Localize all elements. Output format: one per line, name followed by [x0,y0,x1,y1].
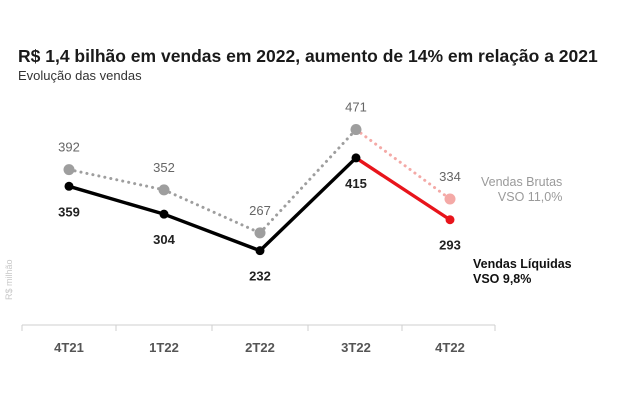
x-tick-label-4T22: 4T22 [435,340,465,355]
point-net-2T22 [255,246,265,256]
line-segment-net-0 [67,184,166,216]
data-label-net-4T22: 293 [439,238,461,253]
point-net-4T21 [64,181,74,191]
data-label-gross-3T22: 471 [345,100,367,115]
point-gross-4T22 [444,193,456,205]
line-segment-gross-1 [162,188,262,235]
chart-subtitle: Evolução das vendas [18,68,142,83]
data-label-net-4T21: 359 [58,204,80,219]
point-net-3T22 [351,153,361,163]
line-segment-net-1 [162,212,262,253]
line-segment-gross-3 [354,128,452,201]
data-label-gross-1T22: 352 [153,160,175,175]
line-segment-net-2 [258,156,358,253]
data-label-net-1T22: 304 [153,232,175,247]
line-segment-net-3 [354,156,452,222]
legend-gross-sales-name: Vendas Brutas [481,175,563,189]
legend-gross-sales: Vendas Brutas VSO 11,0% [481,175,562,205]
chart-title: R$ 1,4 bilhão em vendas em 2022, aumento… [18,46,598,66]
data-label-gross-2T22: 267 [249,203,271,218]
point-net-1T22 [159,209,169,219]
point-gross-2T22 [254,227,266,239]
x-tick-label-3T22: 3T22 [341,340,371,355]
point-gross-1T22 [158,184,170,196]
data-label-net-3T22: 415 [345,176,367,191]
line-segment-gross-2 [258,128,358,235]
legend-net-sales: Vendas Líquidas VSO 9,8% [473,257,572,287]
legend-net-sales-vso: VSO 9,8% [473,272,532,286]
data-label-gross-4T21: 392 [58,140,80,155]
point-net-4T22 [445,215,455,225]
legend-gross-sales-vso: VSO 11,0% [497,190,563,204]
line-segment-gross-0 [67,168,166,192]
data-label-gross-4T22: 334 [439,169,461,184]
point-gross-4T21 [63,164,75,176]
data-label-net-2T22: 232 [249,269,271,284]
x-tick-label-2T22: 2T22 [245,340,275,355]
point-gross-3T22 [350,124,362,136]
x-tick-label-4T21: 4T21 [54,340,84,355]
x-tick-label-1T22: 1T22 [149,340,179,355]
legend-net-sales-name: Vendas Líquidas [473,257,572,271]
